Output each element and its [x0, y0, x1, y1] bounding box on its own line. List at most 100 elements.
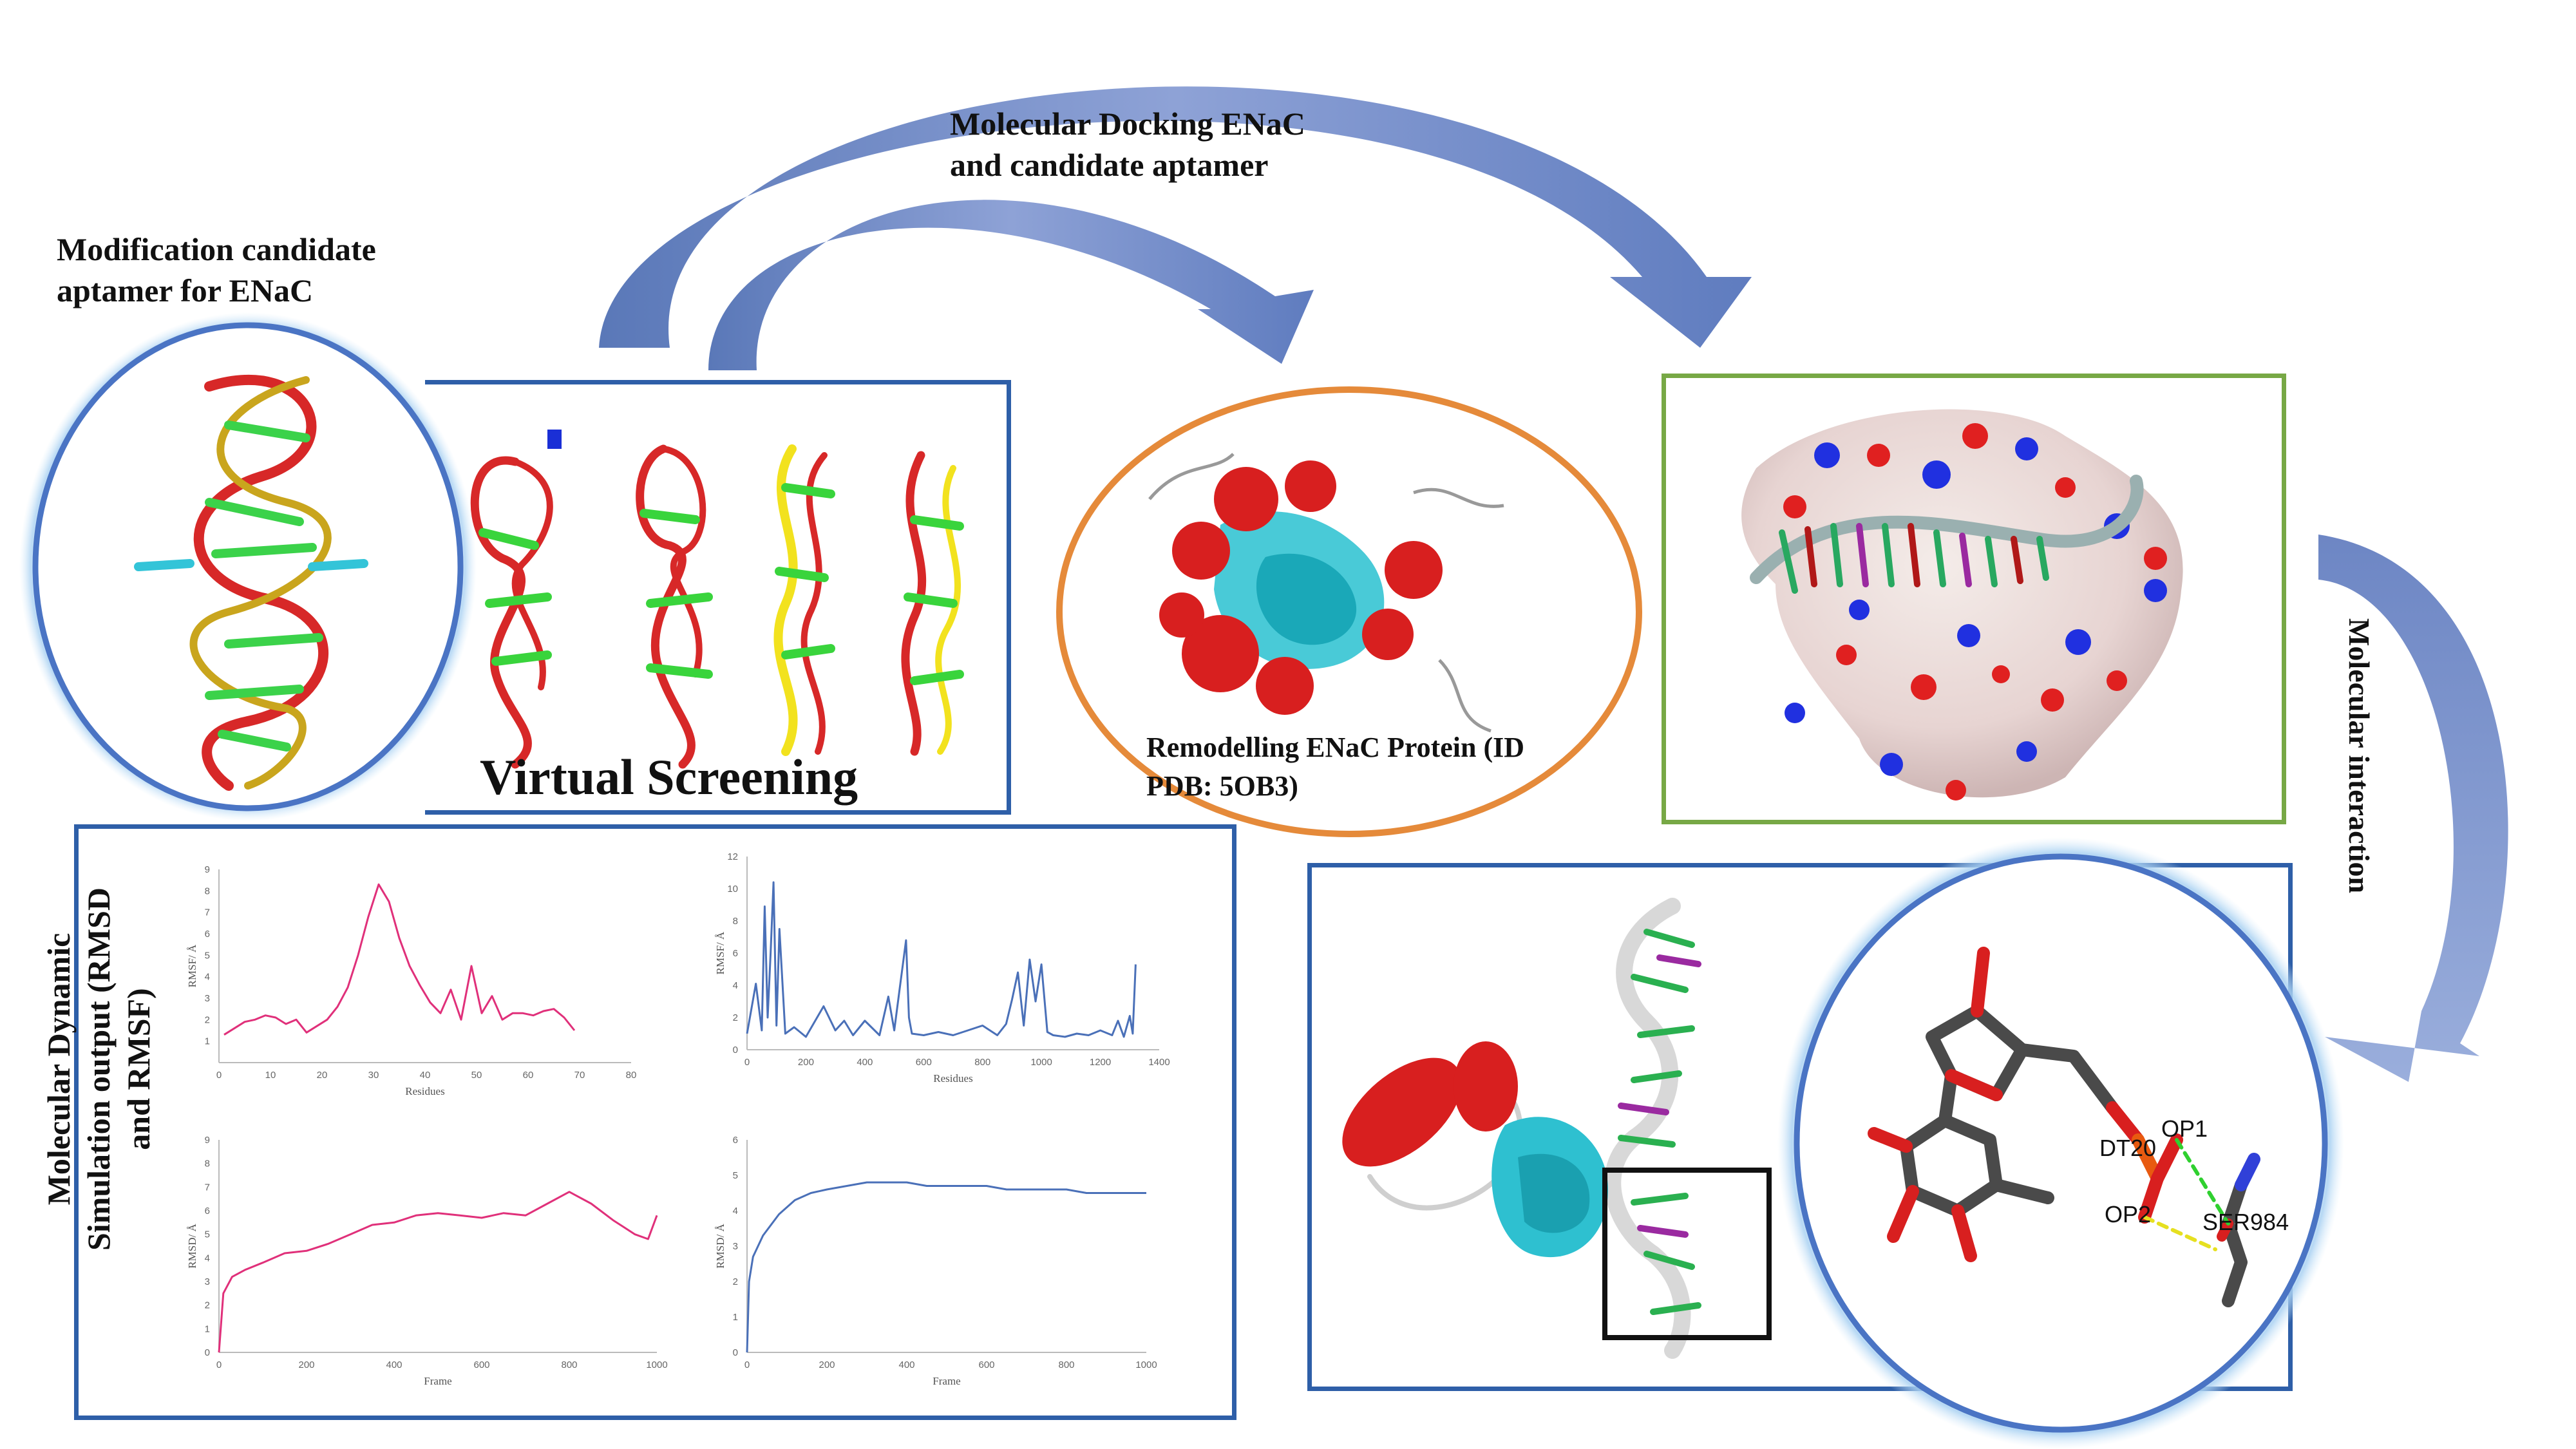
x-tick-label: 800 — [1058, 1359, 1074, 1370]
y-tick-label: 1 — [205, 1323, 210, 1334]
y-axis-label: RMSD/ Å — [186, 1224, 198, 1269]
atom-label-op2: OP2 — [2105, 1201, 2151, 1227]
virtual-screening-label: Virtual Screening — [480, 749, 858, 805]
x-tick-label: 1000 — [1030, 1057, 1052, 1068]
dt20-ser984-sticks — [1868, 947, 2260, 1307]
y-tick-label: 8 — [205, 886, 210, 896]
x-tick-label: 600 — [473, 1359, 489, 1370]
x-tick-label: 50 — [471, 1070, 482, 1081]
y-tick-label: 8 — [733, 916, 738, 927]
x-tick-label: 70 — [574, 1070, 585, 1081]
y-tick-label: 1 — [733, 1312, 738, 1323]
virtual-screening-panel: Virtual Screening — [425, 380, 1011, 815]
y-tick-label: 12 — [727, 851, 738, 862]
y-tick-label: 9 — [205, 1135, 210, 1146]
x-tick-label: 400 — [898, 1359, 914, 1370]
y-tick-label: 2 — [205, 1014, 210, 1025]
y-axis-label: RMSF/ Å — [186, 944, 198, 987]
md-simulation-panel — [74, 824, 1236, 1420]
y-tick-label: 3 — [733, 1241, 738, 1252]
y-tick-label: 5 — [205, 1229, 210, 1240]
y-tick-label: 6 — [205, 929, 210, 940]
y-tick-label: 0 — [733, 1347, 738, 1358]
remodelling-label-line2: PDB: 5OB3) — [1146, 770, 1298, 802]
y-tick-label: 1 — [205, 1036, 210, 1047]
protein-helices — [1342, 1041, 1608, 1258]
molecular-interaction-label: Molecular interaction — [2343, 618, 2376, 894]
arrow-molecular-interaction — [2318, 535, 2508, 1082]
series-line — [223, 883, 576, 1036]
series-line — [746, 1181, 1146, 1353]
y-tick-label: 4 — [733, 1206, 738, 1217]
y-tick-label: 10 — [727, 884, 738, 895]
x-tick-label: 1000 — [646, 1359, 667, 1370]
x-tick-label: 60 — [523, 1070, 534, 1081]
x-tick-label: 20 — [317, 1070, 328, 1081]
y-tick-label: 4 — [733, 980, 738, 991]
rmsd-chart-aptamer: 0 200 400 600 800 1000 0 1 2 3 4 5 6 7 8 9 Frame RMSD/ Å — [186, 1135, 668, 1387]
x-tick-label: 0 — [216, 1070, 222, 1081]
arrow-to-docking-result — [599, 86, 1752, 348]
y-tick-label: 0 — [205, 1347, 210, 1358]
rmsf-chart-complex: 0 200 400 600 800 1000 1200 1400 0 2 4 6 8 10 12 Residu… — [714, 851, 1170, 1084]
x-tick-label: 30 — [368, 1070, 379, 1081]
series-line — [218, 1191, 658, 1353]
x-tick-label: 400 — [386, 1359, 402, 1370]
y-axis-label: RMSF/ Å — [714, 931, 726, 974]
x-tick-label: 80 — [626, 1070, 637, 1081]
y-tick-label: 6 — [733, 1135, 738, 1146]
x-tick-label: 0 — [744, 1359, 750, 1370]
y-tick-label: 2 — [205, 1300, 210, 1311]
y-tick-label: 9 — [205, 864, 210, 875]
y-tick-label: 6 — [205, 1206, 210, 1217]
y-tick-label: 3 — [205, 993, 210, 1004]
x-axis-label: Residues — [405, 1085, 444, 1097]
modification-aptamer-circle — [19, 312, 477, 821]
rmsf-chart-aptamer: 0 10 20 30 40 50 60 70 80 1 2 3 4 5 6 7 8 9 Residues RMSF/ … — [186, 864, 637, 1097]
atom-label-ser984: SER984 — [2202, 1209, 2289, 1235]
y-tick-label: 0 — [733, 1045, 738, 1056]
y-tick-label: 4 — [205, 972, 210, 983]
y-tick-label: 6 — [733, 948, 738, 959]
enac-protein-cartoon — [1148, 448, 1504, 733]
binding-site-box — [1602, 1168, 1772, 1340]
y-axis-label: RMSD/ Å — [714, 1224, 726, 1269]
x-tick-label: 0 — [216, 1359, 222, 1370]
y-tick-label: 7 — [205, 907, 210, 918]
x-axis-label: Frame — [933, 1375, 960, 1387]
x-tick-label: 800 — [561, 1359, 577, 1370]
interaction-zoom-circle: OP1 DT20 OP2 SER984 — [1777, 837, 2344, 1449]
atom-label-op1: OP1 — [2161, 1115, 2208, 1142]
docking-result-panel — [1662, 374, 2286, 824]
remodelling-label-line1: Remodelling ENaC Protein (ID — [1146, 732, 1524, 763]
y-tick-label: 5 — [733, 1170, 738, 1181]
x-axis-label: Residues — [933, 1072, 972, 1084]
y-tick-label: 4 — [205, 1253, 210, 1264]
x-tick-label: 1000 — [1135, 1359, 1157, 1370]
series-line — [746, 881, 1137, 1038]
y-tick-label: 5 — [205, 950, 210, 961]
x-tick-label: 800 — [974, 1057, 990, 1068]
x-axis-label: Frame — [424, 1375, 451, 1387]
remodelling-ellipse: Remodelling ENaC Protein (ID PDB: 5OB3) — [1056, 386, 1642, 837]
docking-title: Molecular Docking ENaC and candidate apt… — [950, 106, 1305, 183]
aptamer-candidates — [470, 430, 964, 769]
x-tick-label: 0 — [744, 1057, 750, 1068]
y-tick-label: 2 — [733, 1276, 738, 1287]
modification-title: Modification candidate aptamer for ENaC — [57, 231, 376, 308]
y-tick-label: 7 — [205, 1182, 210, 1193]
rmsd-chart-complex: 0 200 400 600 800 1000 0 1 2 3 4 5 6 Frame RMSD/ Å — [714, 1135, 1157, 1387]
y-tick-label: 2 — [733, 1012, 738, 1023]
x-tick-label: 600 — [978, 1359, 994, 1370]
x-tick-label: 1400 — [1148, 1057, 1170, 1068]
y-tick-label: 3 — [205, 1276, 210, 1287]
x-tick-label: 200 — [798, 1057, 814, 1068]
x-tick-label: 200 — [819, 1359, 835, 1370]
x-tick-label: 10 — [265, 1070, 276, 1081]
aptamer-helix — [134, 374, 368, 791]
md-simulation-label: Molecular Dynamic Simulation output (RMS… — [41, 887, 156, 1251]
y-tick-label: 8 — [205, 1159, 210, 1170]
x-tick-label: 200 — [298, 1359, 314, 1370]
arrow-to-remodelling — [708, 200, 1314, 370]
